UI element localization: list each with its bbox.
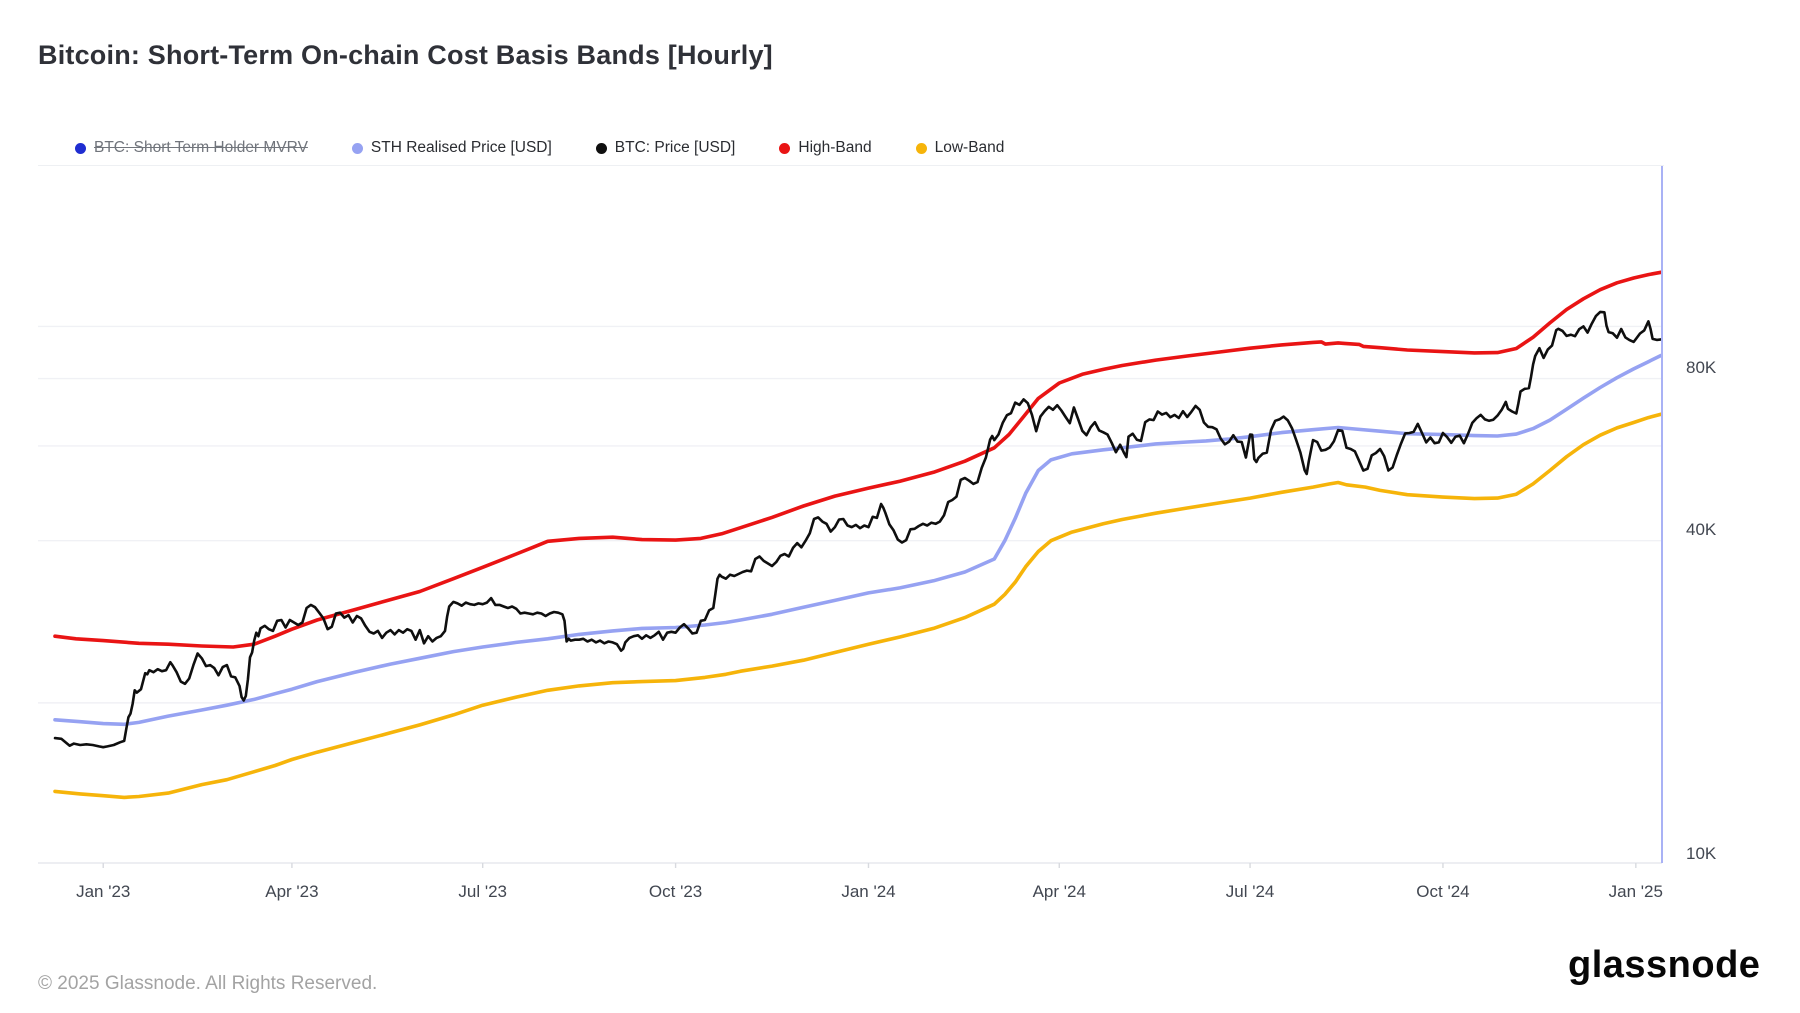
legend-item-label: STH Realised Price [USD] <box>370 139 552 156</box>
x-axis-label-jul-23: Jul '23 <box>458 882 508 901</box>
y-axis-label-40k: 40K <box>1686 519 1717 539</box>
series-line-sth-realised-price-usd <box>53 353 1663 727</box>
x-axis-label-jan-23: Jan '23 <box>76 882 131 901</box>
series-line-low-band <box>53 412 1663 800</box>
legend-item-label: High-Band <box>798 139 872 156</box>
x-axis-label-jul-24: Jul '24 <box>1225 882 1275 901</box>
page-title: Bitcoin: Short-Term On-chain Cost Basis … <box>38 40 773 70</box>
series-line-high-band <box>53 270 1663 649</box>
x-axis-label-oct-24: Oct '24 <box>1416 882 1470 901</box>
legend-item-low-band[interactable]: Low-Band <box>915 139 1005 157</box>
legend-color-dot <box>915 142 927 154</box>
x-axis-label-apr-23: Apr '23 <box>265 882 319 901</box>
y-axis-label-10k: 10K <box>1686 844 1717 863</box>
x-axis-label-jan-25: Jan '25 <box>1608 882 1663 901</box>
legend-item-label: BTC: Short Term Holder MVRV <box>94 139 308 156</box>
legend-item-btc-price-usd[interactable]: BTC: Price [USD] <box>595 139 736 157</box>
x-axis-label-oct-23: Oct '23 <box>648 882 703 901</box>
legend-item-sth-realised-price-usd[interactable]: STH Realised Price [USD] <box>351 139 552 157</box>
legend-color-dot <box>595 142 607 154</box>
x-axis-label-apr-24: Apr '24 <box>1032 882 1086 901</box>
y-axis-label-80k: 80K <box>1686 357 1717 377</box>
chart-plot-area[interactable] <box>38 165 1664 868</box>
legend-color-dot <box>351 142 363 154</box>
legend-color-dot <box>75 142 86 154</box>
x-axis-label-jan-24: Jan '24 <box>841 882 896 901</box>
legend-item-high-band[interactable]: High-Band <box>779 139 872 157</box>
copyright-text: © 2025 Glassnode. All Rights Reserved. <box>38 973 378 994</box>
chart-legend: BTC: Short Term Holder MVRV STH Realised … <box>75 139 1004 157</box>
series-line-btc-price-usd <box>53 310 1663 749</box>
glassnode-logo: glassnode <box>1568 944 1761 986</box>
legend-item-label: Low-Band <box>934 139 1005 156</box>
legend-item-btc-short-term-holder-mvrv[interactable]: BTC: Short Term Holder MVRV <box>75 139 308 157</box>
legend-item-label: BTC: Price [USD] <box>614 139 736 156</box>
legend-color-dot <box>779 142 791 154</box>
chart-svg <box>38 166 1663 868</box>
